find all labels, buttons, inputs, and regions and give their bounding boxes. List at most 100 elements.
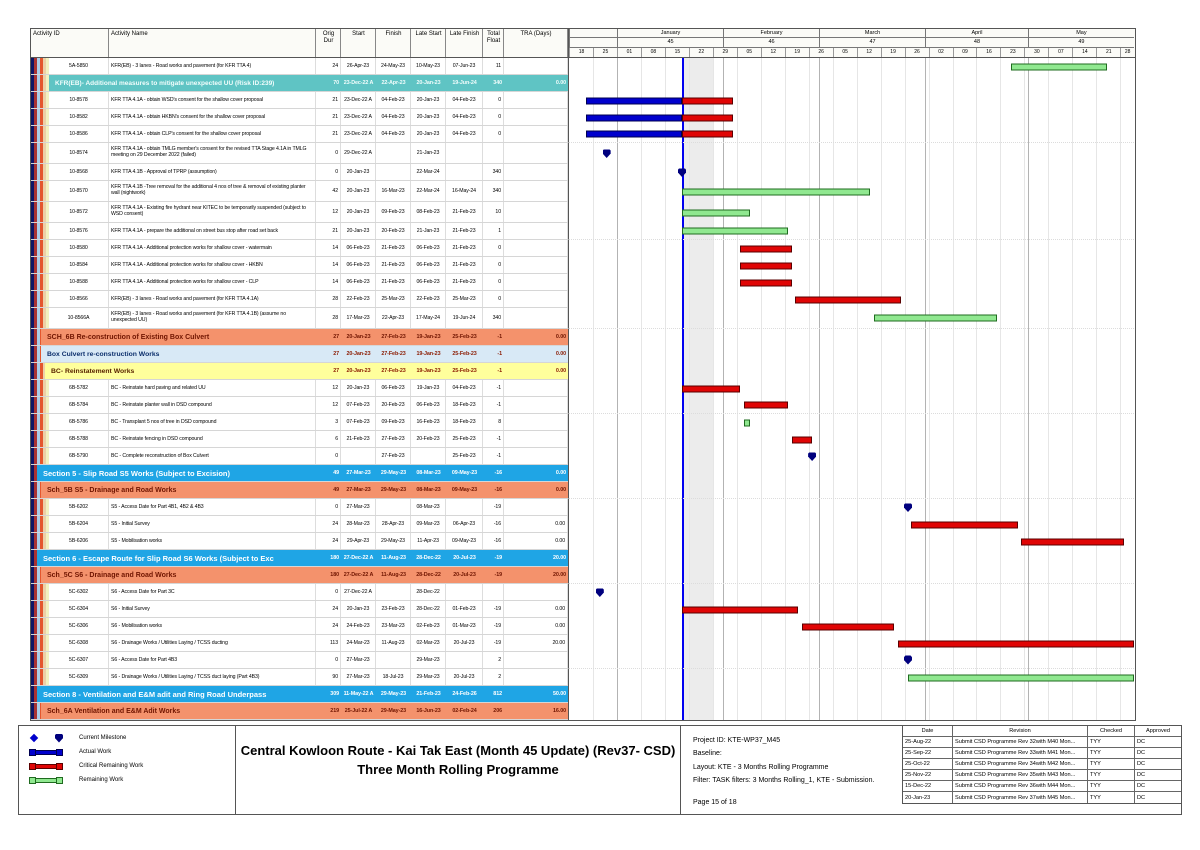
activity-row[interactable]: 5C-6307 S6 - Access Date for Part 4B3 0 27-… (31, 652, 1135, 669)
month-number: 48 (925, 38, 1028, 47)
row-cells: Box Culvert re-construction Works 27 20-Ja… (31, 346, 568, 362)
milestone-marker[interactable] (808, 452, 817, 461)
schedule-main-panel: Activity ID Activity Name Orig Dur Start Fin… (30, 28, 1136, 721)
row-cells: 10-8584 KFR TTA 4.1A - Additional protect… (31, 257, 568, 273)
activity-row[interactable]: 10-8566A KFR(EB) - 3 lanes - Road works a… (31, 308, 1135, 329)
activity-row[interactable]: 6B-5788 BC - Reinstate fencing in DSD com… (31, 431, 1135, 448)
milestone-marker[interactable] (602, 149, 611, 158)
activity-row[interactable]: 5A-5850 KFR(EB) - 3 lanes - Road works an… (31, 58, 1135, 75)
gantt-bar-critical[interactable] (911, 521, 1018, 528)
gantt-bar-critical[interactable] (897, 640, 1134, 647)
activity-row[interactable]: 10-8566 KFR(EB) - 3 lanes - Road works an… (31, 291, 1135, 308)
activity-row[interactable]: 10-8572 KFR TTA 4.1A - Existing fire hydr… (31, 202, 1135, 223)
activity-row[interactable]: 6B-5782 BC - Reinstate hard paving and re… (31, 380, 1135, 397)
gantt-bar-remaining[interactable] (908, 674, 1134, 681)
late-start-cell: 21-Jan-23 (411, 223, 446, 239)
gantt-bar-remaining[interactable] (743, 419, 751, 426)
late-start-cell: 22-Feb-23 (411, 291, 446, 307)
revision-revision-cell: Submit CSD Programme Rev 33with M41 Mon.… (953, 748, 1088, 758)
activity-row[interactable]: 5C-6306 S6 - Mobilisation works 24 24-Feb-2… (31, 618, 1135, 635)
group-row[interactable]: Section 6 - Escape Route for Slip Road S… (31, 550, 1135, 567)
gantt-bar-critical[interactable] (791, 436, 813, 443)
gantt-bar-critical[interactable] (740, 262, 792, 269)
activity-row[interactable]: 10-8584 KFR TTA 4.1A - Additional protect… (31, 257, 1135, 274)
group-row[interactable]: Sch_6A Ventilation and E&M Adit Works 219… (31, 703, 1135, 720)
month-gridline (818, 58, 820, 720)
gantt-bar-critical[interactable] (743, 401, 789, 409)
gantt-bar-critical[interactable] (682, 114, 734, 121)
activity-row[interactable]: 5C-6304 S6 - Initial Survey 24 20-Jan-23 23-… (31, 601, 1135, 618)
group-band-background (37, 686, 568, 702)
gantt-bar-remaining[interactable] (682, 209, 751, 216)
row-cells: 5C-6302 S6 - Access Date for Part 3C 0 27-D… (31, 584, 568, 600)
activity-row[interactable]: 10-8580 KFR TTA 4.1A - Additional protect… (31, 240, 1135, 257)
activity-row[interactable]: 5B-6202 S5 - Access Date for Part 4B1, 4B… (31, 499, 1135, 516)
start-cell: 24-Mar-23 (341, 635, 376, 651)
activity-id-cell: 10-8586 (31, 126, 109, 142)
group-row[interactable]: KFR(EB)- Additional measures to mitigate… (31, 75, 1135, 92)
finish-cell: 06-Feb-23 (376, 380, 411, 396)
gantt-bar-remaining[interactable] (682, 227, 789, 235)
week-start-label: 12 (760, 48, 785, 57)
wbs-color-stripes (31, 516, 49, 532)
gantt-bar-remaining[interactable] (682, 188, 871, 195)
activity-row[interactable]: 6B-5784 BC - Reinstate planter wall in DS… (31, 397, 1135, 414)
tra-cell (504, 181, 568, 201)
group-band-background (41, 482, 568, 498)
activity-row[interactable]: 5C-6302 S6 - Access Date for Part 3C 0 27-D… (31, 584, 1135, 601)
activity-row[interactable]: 10-8576 KFR TTA 4.1A - prepare the additi… (31, 223, 1135, 240)
start-cell: 23-Dec-22 A (341, 92, 376, 108)
activity-row[interactable]: 10-8570 KFR TTA 4.1B -Tree removal for th… (31, 181, 1135, 202)
activity-name-cell: S5 - Mobilisation works (109, 533, 316, 549)
gantt-bar-critical[interactable] (682, 385, 741, 392)
activity-row[interactable]: 10-8568 KFR TTA 4.1B - Approval of TPRP (… (31, 164, 1135, 181)
group-row[interactable]: Section 5 - Slip Road S5 Works (Subject … (31, 465, 1135, 482)
activity-row[interactable]: 10-8578 KFR TTA 4.1A - obtain WSD's conse… (31, 92, 1135, 109)
gantt-bar-remaining[interactable] (873, 314, 998, 322)
row-table-cells: 6B-5788 BC - Reinstate fencing in DSD com… (31, 431, 568, 448)
gantt-bar-critical[interactable] (801, 623, 895, 630)
late-start-cell: 21-Feb-23 (416, 691, 441, 697)
activity-row[interactable]: 10-8582 KFR TTA 4.1A - obtain HKBN's cons… (31, 109, 1135, 126)
late-finish-cell: 01-Feb-23 (446, 601, 483, 617)
activity-row[interactable]: 5B-6204 S5 - Initial Survey 24 28-Mar-23 28-… (31, 516, 1135, 533)
milestone-marker[interactable] (678, 168, 686, 177)
gantt-bar-actual[interactable] (586, 130, 682, 138)
gantt-bar-critical[interactable] (740, 279, 792, 286)
milestone-marker[interactable] (904, 655, 912, 665)
group-row[interactable]: Sch_5C S6 - Drainage and Road Works 180 27… (31, 567, 1135, 584)
gantt-bar-critical[interactable] (682, 97, 734, 104)
activity-row[interactable]: 5C-6309 S6 - Drainage Works / Utilities L… (31, 669, 1135, 686)
group-row[interactable]: Sch_5B S5 - Drainage and Road Works 49 27-… (31, 482, 1135, 499)
row-table-cells: 10-8566A KFR(EB) - 3 lanes - Road works a… (31, 308, 568, 329)
group-row[interactable]: Section 8 - Ventilation and E&M adit and… (31, 686, 1135, 703)
activity-row[interactable]: 10-8586 KFR TTA 4.1A - obtain CLP's conse… (31, 126, 1135, 143)
late-finish-cell: 20-Jul-23 (446, 635, 483, 651)
revision-column-header: Revision (953, 726, 1088, 736)
group-row[interactable]: BC- Reinstatement Works 27 20-Jan-23 27-Feb… (31, 363, 1135, 380)
activity-row[interactable]: 5C-6308 S6 - Drainage Works / Utilities L… (31, 635, 1135, 652)
gantt-bar-critical[interactable] (682, 606, 799, 613)
activity-row[interactable]: 6B-5786 BC - Transplant 5 nos of tree in … (31, 414, 1135, 431)
activity-row[interactable]: 10-8574 KFR TTA 4.1A - obtain TMLG member… (31, 143, 1135, 164)
gantt-bar-actual[interactable] (586, 97, 682, 104)
activity-row[interactable]: 6B-5790 BC - Complete reconstruction of B… (31, 448, 1135, 465)
milestone-marker[interactable] (904, 503, 912, 512)
gantt-bar-critical[interactable] (740, 245, 792, 252)
wbs-color-stripes (31, 652, 49, 668)
gantt-bar-actual[interactable] (586, 114, 682, 121)
activity-row[interactable]: 10-8588 KFR TTA 4.1A - Additional protect… (31, 274, 1135, 291)
group-row[interactable]: SCH_6B Re-construction of Existing Box C… (31, 329, 1135, 346)
week-gridline (664, 58, 666, 720)
gantt-bar-remaining[interactable] (1010, 63, 1107, 70)
gantt-bar-critical[interactable] (795, 296, 902, 303)
activity-id-cell: 5C-6302 (31, 584, 109, 600)
gantt-bar-critical[interactable] (1021, 538, 1124, 545)
activity-row[interactable]: 5B-6206 S5 - Mobilisation works 24 29-Apr-2… (31, 533, 1135, 550)
gantt-row (568, 516, 1134, 533)
group-row[interactable]: Box Culvert re-construction Works 27 20-Ja… (31, 346, 1135, 363)
revision-row: 25-Oct-22 Submit CSD Programme Rev 34with… (903, 759, 1181, 770)
milestone-marker[interactable] (595, 588, 604, 597)
late-finish-cell: 16-May-24 (446, 181, 483, 201)
gantt-bar-critical[interactable] (682, 130, 734, 138)
